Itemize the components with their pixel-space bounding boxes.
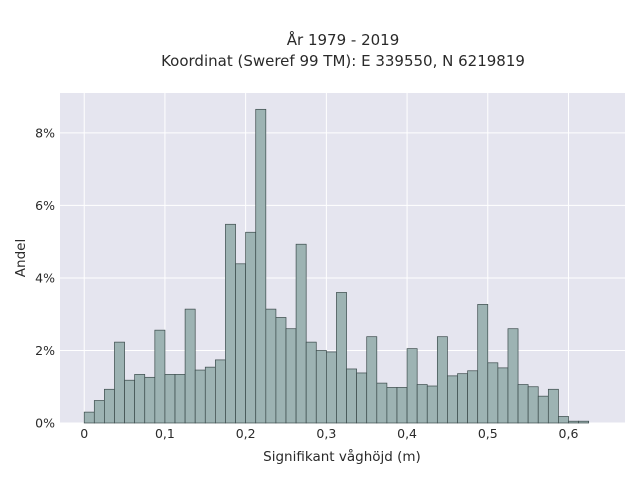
histogram-bar <box>255 108 267 424</box>
histogram-bar <box>497 367 509 424</box>
x-tick-label: 0,5 <box>478 426 498 441</box>
histogram-bar <box>436 336 448 424</box>
y-tick-label: 8% <box>35 125 55 140</box>
histogram-bar <box>83 411 95 424</box>
histogram-bar <box>265 308 277 424</box>
histogram-bar <box>346 368 357 424</box>
y-tick-label: 2% <box>35 343 55 358</box>
histogram-bar <box>134 374 146 424</box>
histogram-bar <box>295 243 307 424</box>
y-axis-label: Andel <box>13 239 29 277</box>
histogram-bar <box>558 416 569 424</box>
x-tick-label: 0,2 <box>236 426 256 441</box>
histogram-bar <box>517 384 529 424</box>
histogram-bar <box>315 350 327 424</box>
x-axis-label: Signifikant våghöjd (m) <box>263 448 421 465</box>
histogram-bar <box>578 420 590 424</box>
histogram-bar <box>537 395 549 424</box>
histogram-bar <box>416 384 428 424</box>
histogram-bar <box>426 385 438 424</box>
histogram-bar <box>204 366 216 424</box>
x-tick-label: 0,6 <box>559 426 579 441</box>
y-tick-label: 6% <box>35 198 55 213</box>
histogram-bar <box>507 328 519 424</box>
histogram-bar <box>124 379 136 424</box>
histogram-bar <box>235 263 246 424</box>
histogram-bar <box>164 374 176 424</box>
histogram-bar <box>93 400 105 424</box>
histogram-bar <box>477 304 489 424</box>
y-tick-label: 4% <box>35 270 55 285</box>
histogram-bar <box>386 387 398 424</box>
chart-title-line2: Koordinat (Sweref 99 TM): E 339550, N 62… <box>161 52 525 70</box>
histogram-bar <box>527 386 539 424</box>
chart-title-line1: År 1979 - 2019 <box>287 30 400 49</box>
histogram-bar <box>568 420 579 424</box>
histogram-bar <box>285 328 297 424</box>
histogram-bar <box>406 348 418 424</box>
histogram-bar <box>104 388 115 424</box>
histogram-bar <box>225 223 236 424</box>
tick-labels: 0 0,1 0,2 0,3 0,4 0,5 0,6 0% 2% 4% 6% 8% <box>35 125 578 441</box>
histogram-bar <box>154 329 166 424</box>
histogram-bar <box>376 382 388 424</box>
histogram-bar <box>275 317 287 424</box>
y-tick-label: 0% <box>35 416 55 431</box>
histogram-bar <box>447 375 458 424</box>
histogram-bar <box>457 373 468 424</box>
histogram-bar <box>366 336 378 424</box>
histogram-bar <box>336 292 347 424</box>
histogram-bar <box>547 388 559 424</box>
histogram-bar <box>487 362 499 424</box>
histogram-bar <box>184 308 196 424</box>
x-tick-label: 0,1 <box>155 426 175 441</box>
x-tick-label: 0 <box>80 426 88 441</box>
histogram-bar <box>194 369 206 424</box>
histogram-bar <box>356 372 368 424</box>
histogram-bar <box>396 387 408 424</box>
histogram-bar <box>114 341 125 424</box>
histogram-bar <box>245 231 257 424</box>
bars <box>83 108 590 424</box>
histogram-bar <box>144 376 156 424</box>
histogram-bar <box>215 359 226 424</box>
histogram-bar <box>174 374 186 424</box>
histogram-bar <box>467 370 479 424</box>
x-tick-label: 0,4 <box>397 426 417 441</box>
histogram-bar <box>305 341 317 424</box>
histogram-bar <box>326 351 337 424</box>
x-tick-label: 0,3 <box>316 426 336 441</box>
